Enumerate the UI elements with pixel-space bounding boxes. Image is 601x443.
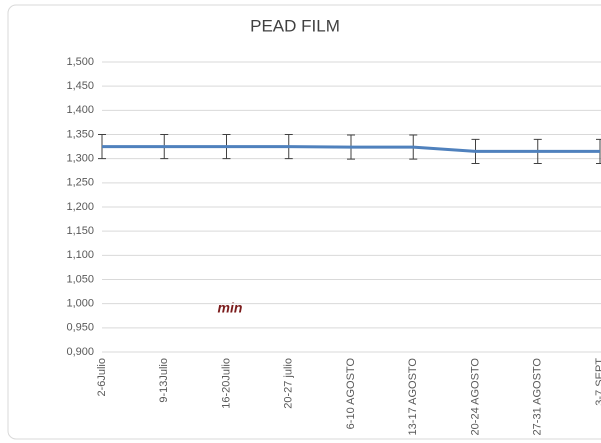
line (102, 145, 600, 153)
y-tick-label: 1,150 (66, 225, 94, 237)
y-tick-label: 0,900 (66, 346, 94, 358)
x-tick-label: 20-24 AGOSTO (469, 358, 481, 436)
x-tick-label: 6-10 AGOSTO (345, 358, 357, 430)
y-tick-label: 1,000 (66, 298, 94, 310)
y-tick-label: 1,350 (66, 128, 94, 140)
x-tick-label: 3-7 SEPT (594, 358, 601, 406)
x-tick-label: 27-31 AGOSTO (532, 358, 544, 436)
y-tick-label: 1,100 (66, 249, 94, 261)
x-tick-label: 2-6Julio (96, 358, 108, 397)
x-tick-label: 20-27 julio (283, 358, 295, 409)
y-tick-label: 1,500 (66, 56, 94, 68)
x-tick-label: 16-20Julio (220, 358, 232, 409)
y-tick-label: 1,300 (66, 153, 94, 165)
y-tick-label: 1,250 (66, 177, 94, 189)
x-tick-label: 9-13Julio (158, 358, 170, 403)
y-tick-label: 1,200 (66, 201, 94, 213)
y-tick-label: 0,950 (66, 322, 94, 334)
annotation: min (218, 300, 243, 316)
chart-title: PEAD FILM (250, 16, 340, 35)
x-tick-label: 13-17 AGOSTO (407, 358, 419, 436)
y-tick-label: 1,400 (66, 104, 94, 116)
y-tick-label: 1,050 (66, 273, 94, 285)
y-tick-label: 1,450 (66, 80, 94, 92)
chart-frame (7, 4, 601, 440)
